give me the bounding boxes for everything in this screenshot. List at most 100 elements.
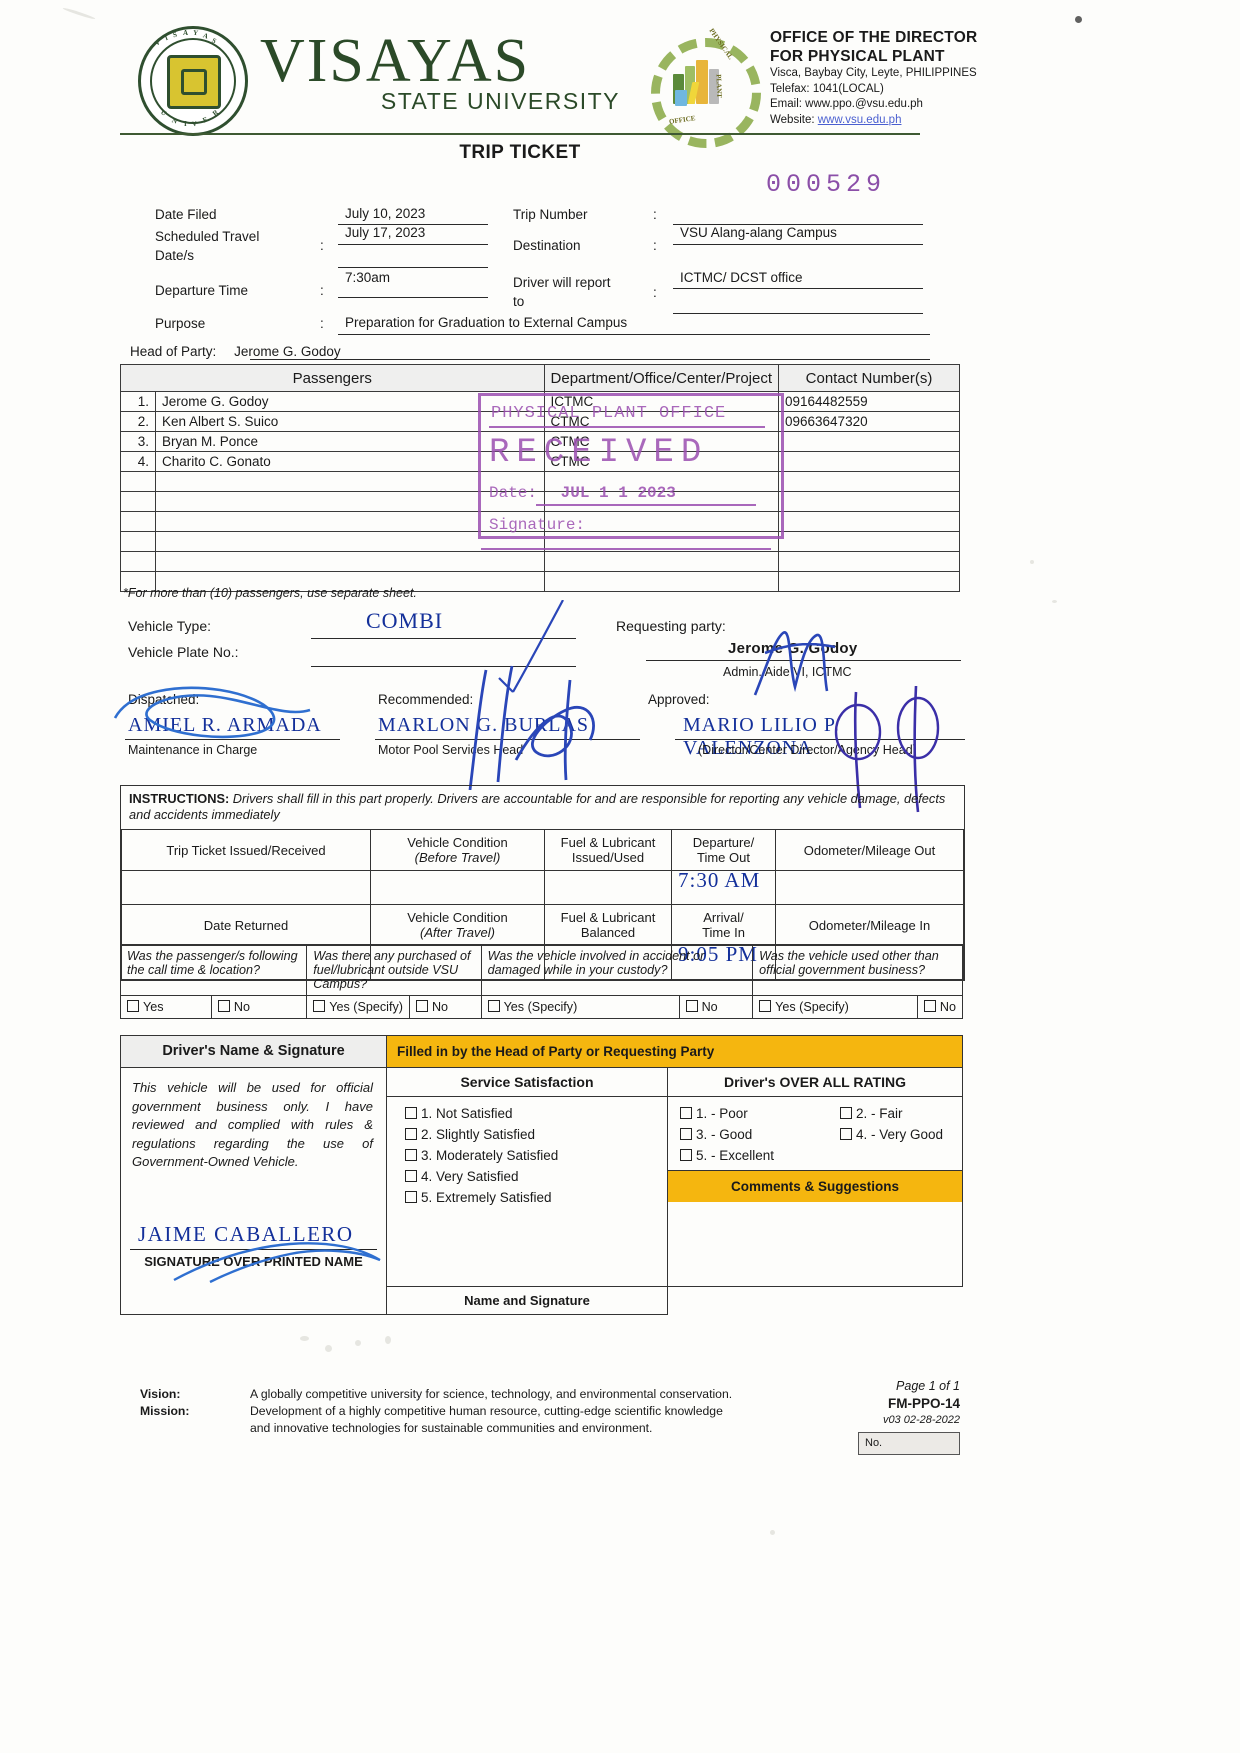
passenger-contact[interactable] (778, 511, 960, 532)
service-option-1[interactable]: 1. Not Satisfied (397, 1103, 667, 1124)
overall-option-5[interactable]: 5. - Excellent (680, 1145, 840, 1166)
checkbox-nonofficial-yes[interactable]: Yes (Specify) (752, 995, 918, 1019)
col-contact: Contact Number(s) (778, 364, 960, 392)
table-row (120, 571, 960, 592)
scheduled-travel-value[interactable]: July 17, 2023 (345, 225, 426, 240)
checkbox-icon[interactable] (405, 1128, 417, 1140)
page-number: Page 1 of 1 (896, 1379, 960, 1393)
date-filed-value[interactable]: July 10, 2023 (345, 206, 426, 221)
passenger-name[interactable] (155, 551, 545, 572)
cell-trip-issued: Trip Ticket Issued/Received (121, 829, 371, 871)
vehicle-plate-label: Vehicle Plate No.: (128, 644, 239, 660)
website-link[interactable]: www.vsu.edu.ph (817, 113, 902, 126)
passenger-name[interactable]: Ken Albert S. Suico (155, 411, 545, 432)
passenger-department[interactable] (543, 551, 780, 572)
checkbox-accident-no[interactable]: No (678, 995, 754, 1019)
input-time-out[interactable]: 7:30 AM (671, 868, 776, 905)
rating-header-row: Driver's Name & Signature Filled in by t… (120, 1035, 963, 1068)
vehicle-type-value[interactable]: COMBI (366, 608, 444, 633)
passenger-contact[interactable] (778, 531, 960, 552)
passenger-contact[interactable] (778, 431, 960, 452)
checkbox-nonofficial-no[interactable]: No (916, 995, 964, 1019)
table-row: Trip Ticket Issued/Received Vehicle Cond… (121, 829, 964, 871)
passenger-contact[interactable] (778, 571, 960, 592)
checkbox-icon[interactable] (405, 1149, 417, 1161)
head-of-party-value[interactable]: Jerome G. Godoy (234, 344, 341, 359)
checkbox-fuel-yes[interactable]: Yes (Specify) (306, 995, 410, 1019)
input-condition-before[interactable] (370, 870, 545, 905)
overall-option-2[interactable]: 2. - Fair (840, 1103, 943, 1124)
checkbox-fuel-no[interactable]: No (408, 995, 482, 1019)
checkbox-icon[interactable] (923, 1000, 936, 1012)
recommended-label: Recommended: (378, 692, 474, 707)
drivers-name-signature-header: Driver's Name & Signature (120, 1035, 387, 1068)
checkbox-icon[interactable] (313, 1000, 326, 1012)
checkbox-icon[interactable] (487, 1000, 500, 1012)
checkbox-icon[interactable] (680, 1128, 692, 1140)
dispatched-role: Maintenance in Charge (128, 743, 258, 757)
comments-input[interactable] (668, 1202, 962, 1286)
checkbox-icon[interactable] (680, 1149, 692, 1161)
service-option-2[interactable]: 2. Slightly Satisfied (397, 1124, 667, 1145)
driver-signature-handwritten[interactable]: JAIME CABALLERO (138, 1221, 354, 1246)
checkbox-icon[interactable] (685, 1000, 698, 1012)
checkbox-icon[interactable] (840, 1107, 852, 1119)
passenger-contact[interactable] (778, 471, 960, 492)
checkbox-icon[interactable] (405, 1107, 417, 1119)
destination-value[interactable]: VSU Alang-alang Campus (680, 225, 837, 240)
approved-underline (675, 739, 965, 740)
dispatched-name[interactable]: AMIEL R. ARMADA (128, 714, 322, 736)
driver-report-label-l2: to (513, 294, 525, 309)
purpose-value[interactable]: Preparation for Graduation to External C… (345, 315, 628, 330)
overall-option-3[interactable]: 3. - Good (680, 1124, 840, 1145)
overall-option-4[interactable]: 4. - Very Good (840, 1124, 943, 1145)
passenger-contact[interactable] (778, 551, 960, 572)
overall-option-1[interactable]: 1. - Poor (680, 1103, 840, 1124)
service-option-4[interactable]: 4. Very Satisfied (397, 1166, 667, 1187)
head-of-party-underline (250, 359, 930, 360)
driver-pledge-cell: This vehicle will be used for official g… (120, 1067, 387, 1315)
recommended-name[interactable]: MARLON G. BURLAS (378, 714, 590, 736)
checkbox-icon[interactable] (415, 1000, 428, 1012)
input-trip-issued[interactable] (121, 870, 371, 905)
service-option-5[interactable]: 5. Extremely Satisfied (397, 1187, 667, 1208)
checkbox-icon[interactable] (680, 1107, 692, 1119)
passenger-contact[interactable] (778, 451, 960, 472)
input-odometer-out[interactable] (775, 870, 964, 905)
passenger-contact[interactable] (778, 491, 960, 512)
passenger-department[interactable]: ICTMC (543, 391, 780, 412)
page-footer: Vision: Mission: A globally competitive … (140, 1379, 960, 1455)
passenger-number (120, 551, 156, 572)
checkbox-accident-yes[interactable]: Yes (Specify) (480, 995, 680, 1019)
passenger-contact[interactable]: 09164482559 (778, 391, 960, 412)
passenger-number: 3. (120, 431, 156, 452)
passenger-department[interactable] (543, 571, 780, 592)
passenger-number (120, 571, 156, 592)
input-fuel-issued[interactable] (544, 870, 672, 905)
dispatched-label: Dispatched: (128, 692, 200, 707)
mission-text-l2: and innovative technologies for sustaina… (250, 1421, 653, 1435)
checkbox-icon[interactable] (405, 1170, 417, 1182)
checkbox-calltime-no[interactable]: No (210, 995, 308, 1019)
checkbox-icon[interactable] (127, 1000, 139, 1012)
checkbox-icon[interactable] (759, 1000, 772, 1012)
passenger-contact[interactable]: 09663647320 (778, 411, 960, 432)
head-of-party: Head of Party: Jerome G. Godoy (130, 344, 341, 359)
vehicle-plate-underline (311, 666, 576, 667)
checkbox-calltime-yes[interactable]: Yes (120, 995, 212, 1019)
departure-time-underline (338, 297, 488, 298)
passengers-footnote: *For more than (10) passengers, use sepa… (123, 586, 417, 600)
checkbox-icon[interactable] (217, 1000, 230, 1012)
approved-name[interactable]: MARIO LILIO P. VALENZONA (683, 714, 840, 759)
departure-time-value[interactable]: 7:30am (345, 270, 391, 285)
checkbox-icon[interactable] (405, 1191, 417, 1203)
requesting-party-underline (646, 660, 961, 661)
service-option-3[interactable]: 3. Moderately Satisfied (397, 1145, 667, 1166)
stamp-office: PHYSICAL PLANT OFFICE (491, 404, 727, 423)
driver-report-value[interactable]: ICTMC/ DCST office (680, 270, 803, 285)
form-number-box[interactable]: No. (858, 1432, 960, 1455)
serial-number: 000529 (766, 170, 887, 199)
comments-header: Comments & Suggestions (668, 1170, 962, 1202)
checkbox-icon[interactable] (840, 1128, 852, 1140)
purpose-underline (338, 334, 930, 335)
